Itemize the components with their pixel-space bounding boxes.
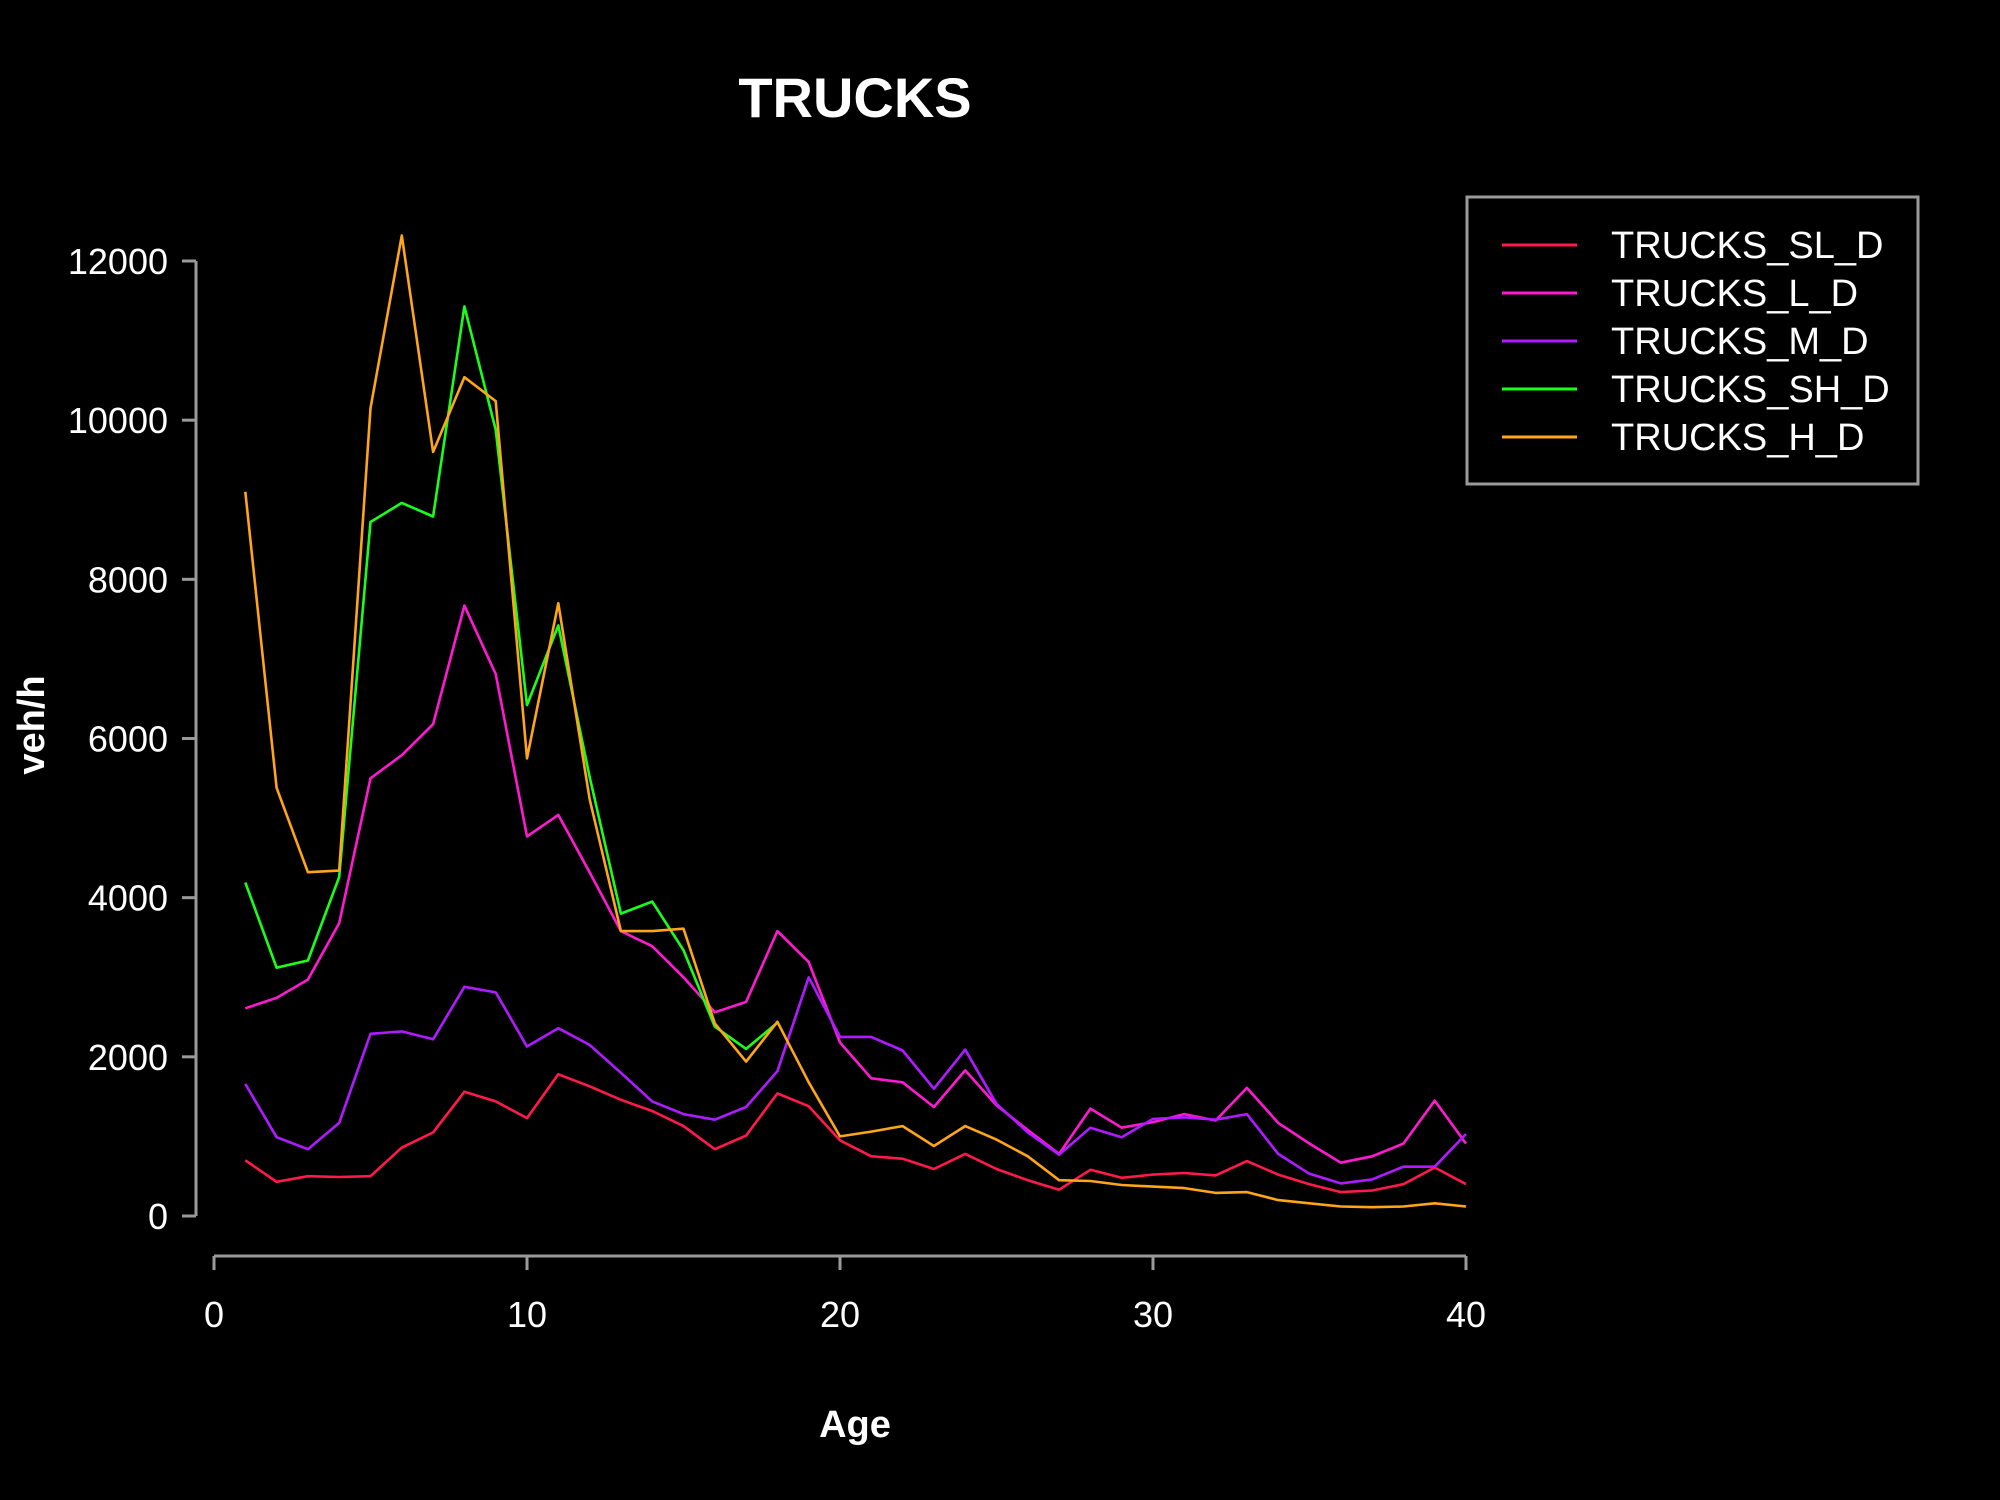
- plot-area: [244, 234, 1468, 1209]
- legend-label: TRUCKS_H_D: [1611, 417, 1864, 459]
- series-line-trucks-l-d: [244, 604, 1468, 1164]
- legend-label: TRUCKS_L_D: [1611, 273, 1858, 315]
- x-axis-label: Age: [819, 1404, 891, 1446]
- x-tick-label: 20: [820, 1294, 860, 1335]
- y-tick-label: 6000: [88, 719, 168, 760]
- x-tick-label: 40: [1446, 1294, 1486, 1335]
- x-tick-label: 30: [1133, 1294, 1173, 1335]
- x-tick-label: 10: [507, 1294, 547, 1335]
- legend-label: TRUCKS_SL_D: [1611, 225, 1883, 267]
- y-tick-label: 10000: [68, 400, 168, 441]
- y-tick-label: 12000: [68, 241, 168, 282]
- chart-title: TRUCKS: [738, 66, 971, 129]
- x-tick-label: 0: [204, 1294, 224, 1335]
- axes: 0 10 20 30 40 0 2000 4000 6000 8000 10000 12000: [68, 241, 1486, 1335]
- series-line-trucks-m-d: [244, 976, 1467, 1185]
- y-axis-label: veh/h: [11, 675, 53, 774]
- y-tick-label: 4000: [88, 878, 168, 919]
- y-tick-label: 8000: [88, 559, 168, 600]
- series-line-trucks-sl-d: [244, 1073, 1467, 1194]
- legend-label: TRUCKS_M_D: [1611, 321, 1869, 363]
- series-line-trucks-sh-d: [244, 305, 779, 1051]
- series-line-trucks-h-d: [244, 234, 1467, 1209]
- legend-label: TRUCKS_SH_D: [1611, 369, 1890, 411]
- y-tick-label: 2000: [88, 1037, 168, 1078]
- y-tick-label: 0: [148, 1196, 168, 1237]
- legend: TRUCKS_SL_D TRUCKS_L_D TRUCKS_M_D TRUCKS_SH…: [1465, 195, 1920, 486]
